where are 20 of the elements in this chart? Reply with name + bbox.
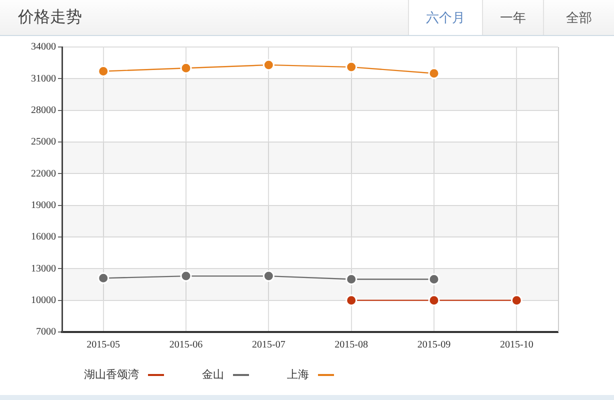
chart-title: 价格走势 xyxy=(18,8,82,28)
y-tick-label: 13000 xyxy=(31,263,56,274)
x-tick-label: 2015-06 xyxy=(169,340,203,351)
legend-label: 上海 xyxy=(287,368,309,382)
y-tick-label: 28000 xyxy=(31,104,56,116)
legend-label: 湖山香颂湾 xyxy=(84,368,139,382)
y-tick-label: 7000 xyxy=(36,326,56,338)
x-tick-label: 2015-10 xyxy=(500,340,534,351)
x-tick-label: 2015-07 xyxy=(252,340,286,351)
y-tick-label: 34000 xyxy=(31,42,56,53)
y-tick-label: 19000 xyxy=(31,200,56,211)
y-tick-label: 10000 xyxy=(31,294,56,306)
legend-label: 金山 xyxy=(202,368,224,382)
y-tick-label: 16000 xyxy=(31,232,56,243)
x-tick-label: 2015-08 xyxy=(334,340,368,351)
y-tick-label: 31000 xyxy=(31,73,56,84)
x-tick-label: 2015-05 xyxy=(86,340,120,351)
y-tick-label: 25000 xyxy=(31,136,56,148)
y-tick-label: 22000 xyxy=(31,168,56,180)
x-tick-label: 2015-09 xyxy=(417,340,451,351)
